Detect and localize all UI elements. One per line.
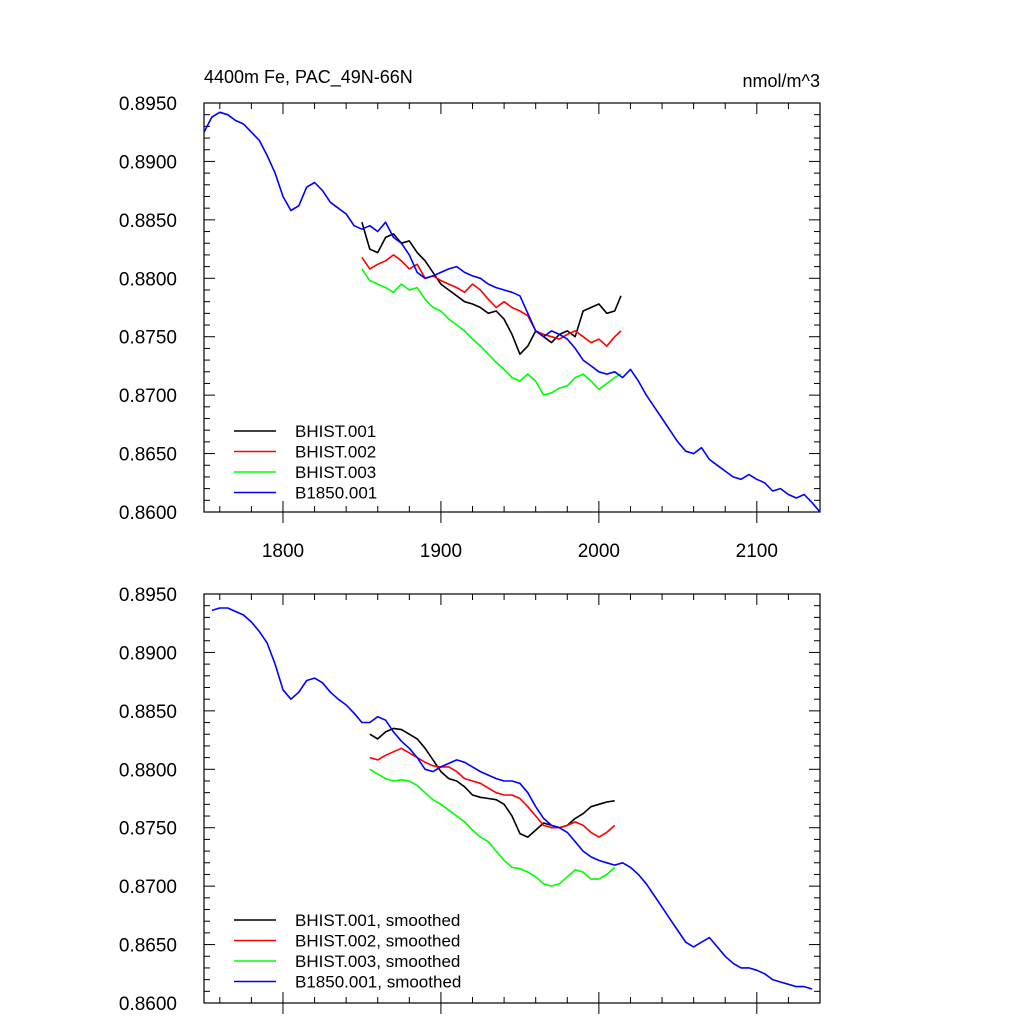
legend: BHIST.001, smoothed BHIST.002, smoothedBH…: [234, 911, 461, 992]
y-tick-label: 0.8900: [119, 152, 177, 173]
y-tick-labels: 0.8600 0.8650 0.8700 0.8750 0.8800 0.8850 0.89…: [119, 94, 177, 524]
top-panel: 4400m Fe, PAC_49N-66N nmol/m^3 1800 1900 2…: [119, 67, 821, 562]
y-tick-label: 0.8700: [119, 386, 177, 407]
y-tick-label: 0.8800: [119, 269, 177, 290]
legend-label: BHIST.002: [295, 443, 376, 462]
chart-title: 4400m Fe, PAC_49N-66N: [204, 67, 413, 88]
x-tick-labels: 1800 1900 2000 2100: [262, 541, 778, 562]
series-line-3: [211, 607, 813, 990]
y-tick-label: 0.8950: [119, 585, 177, 606]
series-lines: [211, 607, 813, 990]
series-lines: [203, 111, 821, 513]
y-tick-label: 0.8850: [119, 211, 177, 232]
tick-marks: [204, 593, 821, 1014]
x-tick-label: 1800: [262, 541, 304, 562]
y-tick-label: 0.8750: [119, 819, 177, 840]
legend-label: BHIST.003: [295, 463, 376, 482]
legend-label: BHIST.001, smoothed: [295, 911, 460, 930]
series-line-2: [369, 768, 616, 887]
series-line-3: [203, 111, 821, 513]
y-tick-label: 0.8750: [119, 328, 177, 349]
y-tick-label: 0.8950: [119, 94, 177, 115]
legend-label: BHIST.003, smoothed: [295, 952, 460, 971]
x-tick-label: 2000: [578, 541, 620, 562]
y-tick-label: 0.8650: [119, 445, 177, 466]
units-label: nmol/m^3: [743, 71, 820, 91]
legend-label: BHIST.002, smoothed: [295, 932, 460, 951]
y-tick-labels: 0.8600 0.8650 0.8700 0.8750 0.8800 0.8850 0.89…: [119, 585, 177, 1015]
bottom-panel: 0.8600 0.8650 0.8700 0.8750 0.8800 0.8850 0.89…: [119, 585, 821, 1015]
plot-frame: [203, 593, 821, 1004]
tick-marks: [204, 102, 821, 523]
series-line-2: [361, 268, 622, 396]
y-tick-label: 0.8850: [119, 702, 177, 723]
y-tick-label: 0.8700: [119, 877, 177, 898]
plot-frame: [203, 102, 821, 513]
x-tick-label: 2100: [736, 541, 778, 562]
x-tick-label: 1900: [420, 541, 462, 562]
series-line-1: [361, 254, 622, 347]
y-tick-label: 0.8650: [119, 936, 177, 957]
y-tick-label: 0.8600: [119, 503, 177, 524]
series-line-0: [369, 727, 615, 838]
legend-label: BHIST.001: [295, 422, 376, 441]
y-tick-label: 0.8800: [119, 760, 177, 781]
y-tick-label: 0.8600: [119, 994, 177, 1015]
series-line-0: [361, 221, 622, 356]
legend-label: B1850.001, smoothed: [295, 973, 461, 992]
y-tick-label: 0.8900: [119, 643, 177, 664]
series-line-1: [369, 747, 616, 838]
legend-label: B1850.001: [295, 484, 377, 503]
